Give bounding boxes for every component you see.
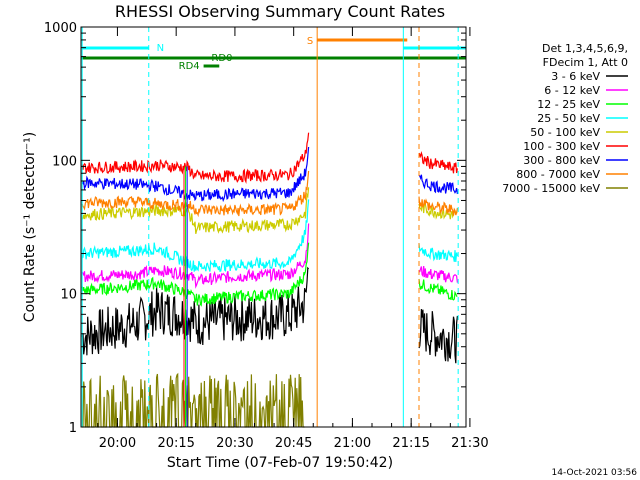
series-line (81, 170, 458, 218)
x-tick-label: 21:00 (334, 436, 371, 451)
x-tick-label: 21:15 (392, 436, 429, 451)
legend-header: FDecim 1, Att 0 (543, 56, 628, 69)
chart-title: RHESSI Observing Summary Count Rates (115, 2, 445, 21)
legend-label: 7000 - 15000 keV (502, 182, 600, 195)
series-line (81, 199, 458, 273)
y-axis-label: Count Rate (s⁻¹ detector⁻¹) (22, 132, 38, 322)
legend-label: 3 - 6 keV (551, 70, 600, 83)
legend-label: 6 - 12 keV (544, 84, 600, 97)
band-label: RD0 (211, 53, 232, 64)
x-tick-label: 20:15 (157, 436, 194, 451)
timestamp: 14-Oct-2021 03:56 (552, 468, 638, 478)
x-tick-label: 20:45 (275, 436, 312, 451)
plot-frame (80, 26, 467, 428)
legend-label: 25 - 50 keV (537, 112, 600, 125)
series-line (81, 187, 458, 234)
legend-label: 300 - 800 keV (523, 154, 600, 167)
band-overlays: N S RD0 RD4 (81, 36, 466, 72)
y-tick-label: 10 (60, 288, 77, 303)
y-axis-ticks: 1 10 100 1000 (44, 21, 466, 436)
legend-label: 800 - 7000 keV (516, 168, 600, 181)
y-tick-label: 1000 (44, 21, 77, 36)
series-line (81, 146, 458, 203)
x-axis-ticks: 20:00 20:15 20:30 20:45 21:00 21:15 21:30 (97, 27, 489, 451)
legend-label: 100 - 300 keV (523, 140, 600, 153)
y-tick-label: 100 (52, 154, 77, 169)
band-label: S (307, 36, 313, 47)
series-line (81, 242, 458, 307)
legend-label: 12 - 25 keV (537, 98, 600, 111)
series-line (81, 223, 458, 289)
x-tick-label: 20:00 (99, 436, 136, 451)
series-layer (81, 132, 458, 428)
time-markers (81, 27, 459, 427)
x-axis-label: Start Time (07-Feb-07 19:50:42) (167, 455, 393, 471)
legend-label: 50 - 100 keV (530, 126, 600, 139)
legend-header: Det 1,3,4,5,6,9, (542, 42, 628, 55)
series-line (81, 266, 458, 364)
x-tick-label: 20:30 (216, 436, 253, 451)
x-tick-label: 21:30 (451, 436, 488, 451)
band-label: N (157, 43, 164, 54)
series-line (82, 372, 305, 428)
series-line (81, 132, 458, 184)
legend: Det 1,3,4,5,6,9,FDecim 1, Att 03 - 6 keV… (502, 42, 628, 195)
band-label: RD4 (179, 61, 200, 72)
y-tick-label: 1 (69, 421, 77, 436)
